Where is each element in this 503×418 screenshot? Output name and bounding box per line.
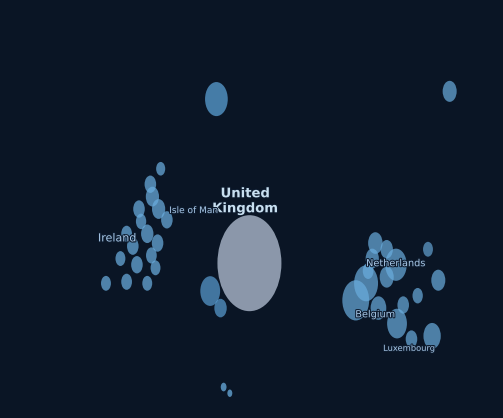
Text: Luxembourg: Luxembourg <box>383 344 436 353</box>
Circle shape <box>363 263 374 279</box>
Circle shape <box>443 81 457 102</box>
Circle shape <box>354 265 378 301</box>
Text: United
Kingdom: United Kingdom <box>212 187 279 215</box>
Circle shape <box>371 296 386 320</box>
Circle shape <box>200 276 220 306</box>
Text: Belgium: Belgium <box>355 309 395 319</box>
Circle shape <box>387 309 407 339</box>
Circle shape <box>423 242 433 257</box>
Text: Ireland: Ireland <box>98 233 137 243</box>
Circle shape <box>366 249 379 268</box>
Circle shape <box>156 162 165 176</box>
Circle shape <box>385 249 407 281</box>
Circle shape <box>397 296 409 314</box>
Circle shape <box>121 274 132 290</box>
Circle shape <box>431 270 445 291</box>
Circle shape <box>152 199 165 219</box>
Circle shape <box>424 323 441 349</box>
Circle shape <box>368 232 383 254</box>
Circle shape <box>146 247 157 263</box>
Circle shape <box>121 226 132 242</box>
Circle shape <box>161 211 173 229</box>
Circle shape <box>116 251 125 266</box>
Circle shape <box>146 187 159 206</box>
Circle shape <box>406 330 417 348</box>
Circle shape <box>150 260 160 275</box>
Text: Netherlands: Netherlands <box>366 258 426 268</box>
Circle shape <box>131 256 143 273</box>
Circle shape <box>127 237 139 255</box>
Circle shape <box>221 383 226 391</box>
Circle shape <box>133 200 145 218</box>
Circle shape <box>142 276 152 291</box>
Circle shape <box>227 390 232 397</box>
Circle shape <box>205 82 228 116</box>
Circle shape <box>144 176 156 193</box>
Circle shape <box>152 234 163 252</box>
Circle shape <box>380 240 393 259</box>
Circle shape <box>343 280 369 321</box>
Circle shape <box>412 288 423 303</box>
Circle shape <box>101 276 111 291</box>
Circle shape <box>380 267 394 288</box>
Circle shape <box>136 214 146 229</box>
Circle shape <box>141 224 153 243</box>
Circle shape <box>214 299 227 317</box>
Text: Isle of Man: Isle of Man <box>169 206 218 215</box>
Circle shape <box>217 215 282 311</box>
